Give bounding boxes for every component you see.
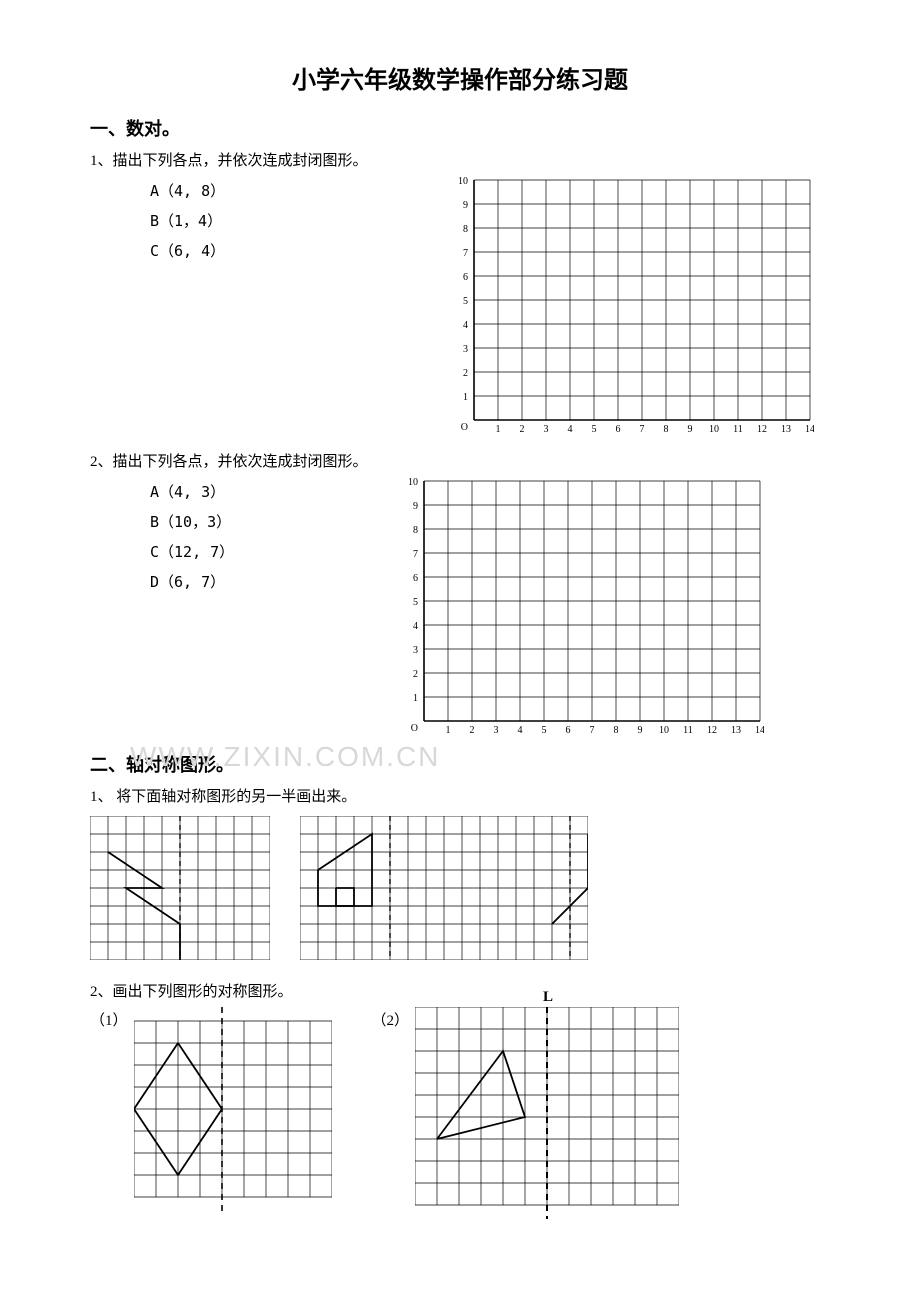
svg-text:14: 14: [805, 424, 814, 435]
bottom-row: （1） （2） L: [90, 1007, 830, 1224]
q1-point-a: A（4, 8）: [150, 176, 430, 206]
svg-text:10: 10: [659, 725, 669, 736]
svg-text:12: 12: [757, 424, 767, 435]
svg-text:2: 2: [520, 424, 525, 435]
svg-text:1: 1: [446, 725, 451, 736]
sub2-label: （2）: [372, 1009, 410, 1030]
svg-text:6: 6: [616, 424, 621, 435]
symmetry-grids-row: [90, 816, 830, 960]
svg-text:8: 8: [664, 424, 669, 435]
svg-text:3: 3: [463, 344, 468, 355]
q1-point-b: B（1，4）: [150, 206, 430, 236]
svg-text:6: 6: [463, 272, 468, 283]
svg-text:10: 10: [458, 176, 468, 187]
svg-text:11: 11: [733, 424, 743, 435]
q2-row: A（4, 3） B（10，3） C（12, 7） D（6, 7） 1234567…: [90, 477, 830, 737]
svg-text:3: 3: [494, 725, 499, 736]
svg-text:3: 3: [544, 424, 549, 435]
svg-text:8: 8: [413, 525, 418, 536]
svg-text:8: 8: [614, 725, 619, 736]
symmetry-grid-b: [300, 816, 588, 960]
sub1-item: （1）: [90, 1007, 332, 1224]
symmetry-sub1: [134, 1007, 332, 1211]
symmetry-grid-a: [90, 816, 270, 960]
q1-row: A（4, 8） B（1，4） C（6, 4） 12345678910111213…: [90, 176, 830, 436]
svg-text:6: 6: [566, 725, 571, 736]
svg-text:2: 2: [470, 725, 475, 736]
svg-text:2: 2: [413, 669, 418, 680]
svg-text:4: 4: [413, 621, 418, 632]
svg-text:5: 5: [463, 296, 468, 307]
section1-heading: 一、数对。: [90, 115, 830, 141]
svg-text:13: 13: [781, 424, 791, 435]
svg-text:5: 5: [592, 424, 597, 435]
q2-points: A（4, 3） B（10，3） C（12, 7） D（6, 7）: [150, 477, 380, 597]
svg-text:9: 9: [413, 501, 418, 512]
coord-grid-2: 123456789101112131412345678910O: [400, 477, 764, 737]
q2-point-b: B（10，3）: [150, 507, 380, 537]
svg-text:9: 9: [638, 725, 643, 736]
q1-points: A（4, 8） B（1，4） C（6, 4）: [150, 176, 430, 266]
svg-text:8: 8: [463, 224, 468, 235]
q2-point-a: A（4, 3）: [150, 477, 380, 507]
s2-q2-text: 2、画出下列图形的对称图形。: [90, 980, 830, 1001]
svg-text:3: 3: [413, 645, 418, 656]
svg-text:7: 7: [463, 248, 468, 259]
q1-text: 1、描出下列各点，并依次连成封闭图形。: [90, 149, 830, 170]
q2-text: 2、描出下列各点，并依次连成封闭图形。: [90, 450, 830, 471]
svg-text:1: 1: [496, 424, 501, 435]
s2-q1-text: 1、 将下面轴对称图形的另一半画出来。: [90, 785, 830, 806]
q2-point-d: D（6, 7）: [150, 567, 380, 597]
svg-text:7: 7: [640, 424, 645, 435]
svg-text:4: 4: [568, 424, 573, 435]
svg-text:12: 12: [707, 725, 717, 736]
symmetry-sub2: [415, 1007, 679, 1219]
svg-text:4: 4: [518, 725, 523, 736]
q1-point-c: C（6, 4）: [150, 236, 430, 266]
svg-text:9: 9: [688, 424, 693, 435]
page-title: 小学六年级数学操作部分练习题: [90, 60, 830, 95]
svg-text:11: 11: [683, 725, 693, 736]
svg-text:O: O: [411, 723, 418, 734]
svg-text:14: 14: [755, 725, 764, 736]
svg-text:4: 4: [463, 320, 468, 331]
svg-text:7: 7: [590, 725, 595, 736]
svg-text:2: 2: [463, 368, 468, 379]
svg-text:5: 5: [413, 597, 418, 608]
svg-text:6: 6: [413, 573, 418, 584]
L-label: L: [543, 989, 553, 1006]
svg-text:1: 1: [413, 693, 418, 704]
q2-point-c: C（12, 7）: [150, 537, 380, 567]
sub1-label: （1）: [90, 1009, 128, 1030]
svg-text:7: 7: [413, 549, 418, 560]
section2-heading: 二、轴对称图形。: [90, 751, 830, 777]
svg-text:5: 5: [542, 725, 547, 736]
svg-text:O: O: [461, 422, 468, 433]
svg-text:10: 10: [408, 477, 418, 488]
svg-text:9: 9: [463, 200, 468, 211]
svg-text:10: 10: [709, 424, 719, 435]
svg-text:13: 13: [731, 725, 741, 736]
svg-text:1: 1: [463, 392, 468, 403]
coord-grid-1: 123456789101112131412345678910O: [450, 176, 814, 436]
sub2-item: （2） L: [372, 1007, 680, 1224]
